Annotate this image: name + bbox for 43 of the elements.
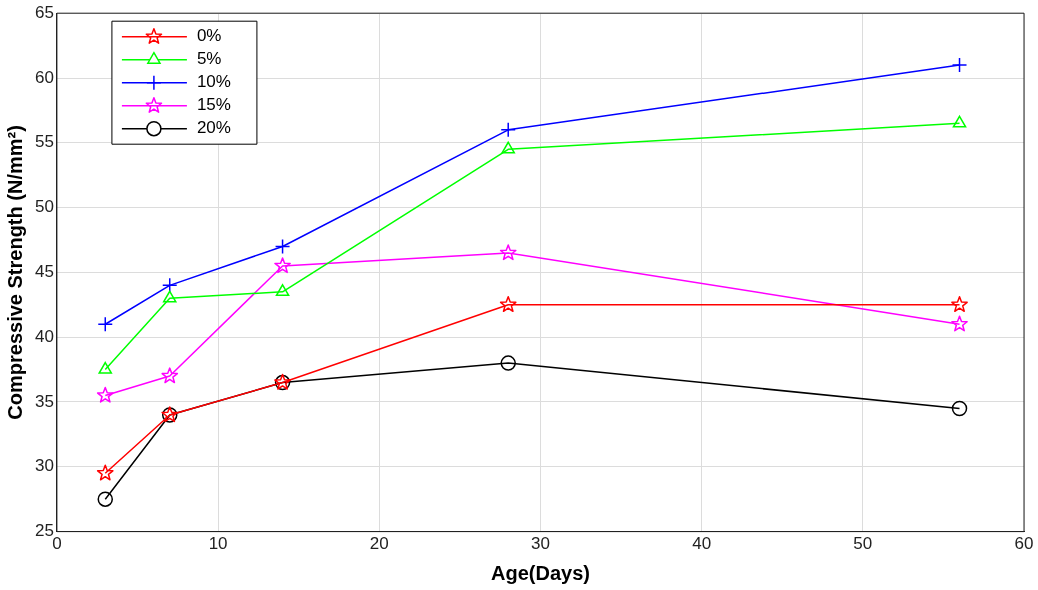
point: [951, 400, 968, 417]
point: [275, 284, 290, 297]
point: [501, 141, 516, 154]
legend-label: 0%: [196, 26, 222, 46]
point: [499, 244, 517, 261]
point: [500, 355, 516, 371]
point: [162, 290, 177, 303]
y-tick-label: 55: [34, 132, 54, 152]
point: [500, 122, 516, 138]
x-tick-label: 60: [1014, 534, 1034, 554]
y-tick-label: 45: [34, 262, 54, 282]
x-tick-label: 10: [208, 534, 228, 554]
y-tick-label: 35: [34, 391, 54, 411]
legend-label: 10%: [196, 72, 231, 92]
point: [951, 296, 968, 313]
y-axis-title: Compressive Strength (N/mm²): [3, 125, 26, 420]
point: [951, 315, 968, 332]
point: [97, 316, 114, 332]
point: [161, 367, 179, 384]
point: [951, 57, 968, 73]
legend-label: 15%: [196, 95, 231, 115]
x-tick-label: 20: [369, 534, 389, 554]
legend-label: 20%: [196, 118, 231, 138]
y-tick-label: 30: [34, 456, 54, 476]
point: [499, 296, 517, 313]
x-tick-label: 40: [692, 534, 712, 554]
point: [98, 361, 113, 374]
point: [952, 115, 967, 128]
x-tick-label: 50: [853, 534, 873, 554]
point: [274, 257, 291, 274]
point: [96, 386, 114, 403]
point: [96, 464, 114, 481]
point: [274, 238, 291, 255]
y-tick-label: 65: [34, 2, 54, 22]
x-axis-title: Age(Days): [490, 561, 590, 584]
x-tick-label: 0: [52, 534, 62, 554]
y-tick-label: 40: [34, 326, 54, 346]
point: [97, 491, 114, 507]
legend-label: 5%: [196, 49, 222, 69]
x-tick-label: 30: [530, 534, 550, 554]
y-tick-label: 50: [34, 197, 54, 217]
y-tick-label: 60: [34, 67, 54, 87]
y-tick-label: 25: [34, 521, 54, 541]
